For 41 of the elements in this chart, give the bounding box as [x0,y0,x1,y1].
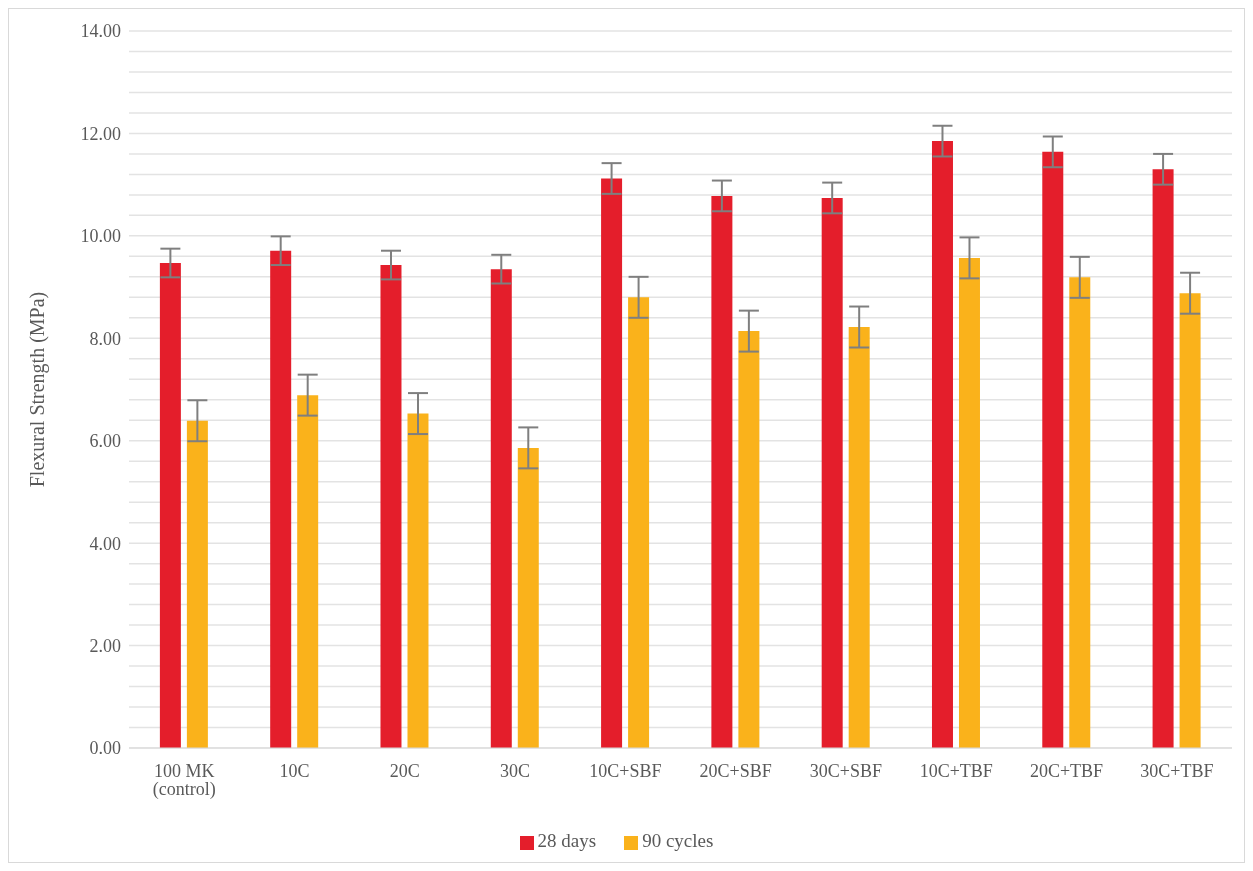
bar [517,447,539,748]
x-tick-label: 20C+SBF [699,760,772,781]
x-tick-label: 10C+TBF [919,760,993,781]
bar [821,197,843,748]
bar [1042,151,1064,748]
bar [711,195,733,748]
y-tick-label: 12.00 [80,123,121,144]
x-tick-label: 30C [500,760,531,781]
bar [159,263,181,748]
bar [270,250,292,748]
bar [380,265,402,748]
bar [601,178,623,748]
y-tick-label: 0.00 [89,738,121,759]
bar [407,413,429,748]
bar [958,257,980,748]
bar [186,420,208,748]
bar [628,297,650,748]
x-tick-label: 20C [389,760,420,781]
y-tick-label: 2.00 [89,635,121,656]
bar [848,327,870,748]
x-tick-label: 30C+SBF [809,760,883,781]
x-tick-label: 100 MK (control) [152,760,216,800]
y-tick-label: 4.00 [89,533,121,554]
bar [1152,169,1174,748]
y-tick-label: 6.00 [89,431,121,452]
bar [1069,277,1091,748]
x-tick-label: 10C+SBF [589,760,662,781]
bar [931,141,953,748]
bar [738,331,760,748]
x-tick-label: 30C+TBF [1140,760,1214,781]
bar [297,395,319,748]
y-tick-label: 10.00 [80,226,121,247]
y-axis-title: Flexural Strength (MPa) [26,291,50,488]
legend-label: 90 cycles [642,830,714,851]
bar [490,269,512,748]
y-tick-label: 14.00 [80,21,121,42]
x-tick-label: 20C+TBF [1029,760,1104,781]
x-tick-label: 10C [279,760,310,781]
bar [1179,293,1201,748]
legend-label: 28 days [537,830,597,851]
y-tick-label: 8.00 [89,328,121,349]
